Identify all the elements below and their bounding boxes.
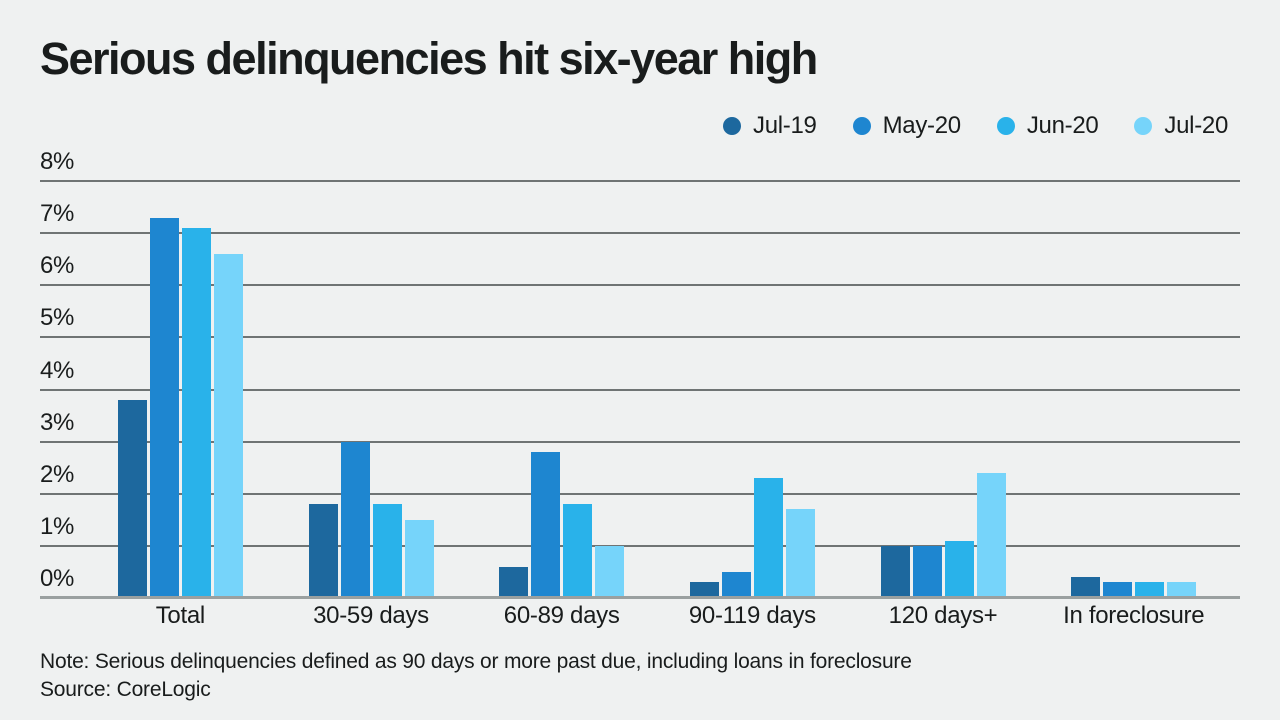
x-axis-line [40, 596, 1240, 599]
gridline-7pct [40, 232, 1240, 235]
legend-dot-icon [852, 117, 871, 135]
category-label-4: 120 days+ [888, 602, 998, 629]
bar-group-4 [848, 181, 1039, 598]
y-tick-label-5pct: 5% [40, 304, 75, 332]
legend-label: May-20 [882, 112, 962, 139]
source-text: Source: CoreLogic [40, 678, 211, 701]
bar-Jun-20-30-59-days [372, 504, 402, 598]
gridline-1pct [40, 544, 1240, 547]
bar-May-20-120-days+ [912, 545, 942, 598]
gridline-6pct [40, 284, 1240, 287]
bar-group-2 [466, 181, 657, 598]
legend-label: Jul-20 [1164, 112, 1228, 139]
legend-label: Jun-20 [1026, 112, 1099, 139]
bar-Jul-19-30-59-days [308, 504, 338, 598]
bar-group-5 [1038, 181, 1229, 598]
y-tick-label-3pct: 3% [40, 408, 75, 436]
bar-Jul-19-120-days+ [880, 545, 910, 598]
bar-Jul-20-in-foreclosure [1167, 582, 1197, 598]
y-tick-label-1pct: 1% [40, 512, 75, 540]
gridline-2pct [40, 492, 1240, 495]
bar-May-20-60-89-days [531, 452, 561, 598]
category-label-2: 60-89 days [503, 602, 620, 629]
legend-label: Jul-19 [753, 112, 817, 139]
gridline-3pct [40, 440, 1240, 443]
bar-Jul-19-total [117, 399, 147, 598]
bar-Jul-20-30-59-days [404, 519, 434, 598]
bar-Jul-20-90-119-days [785, 509, 815, 598]
bar-groups [85, 181, 1229, 598]
legend-dot-icon [1134, 117, 1153, 135]
y-tick-label-4pct: 4% [40, 356, 75, 384]
bar-Jun-20-120-days+ [944, 540, 974, 598]
y-tick-label-0pct: 0% [40, 565, 75, 592]
legend: Jul-19 May-20 Jun-20 Jul-20 [723, 110, 1228, 142]
y-tick-label-6pct: 6% [40, 252, 75, 280]
category-label-1: 30-59 days [313, 602, 429, 629]
legend-item-Jul-19: Jul-19 [723, 112, 817, 140]
bar-Jun-20-90-119-days [753, 478, 783, 598]
bar-group-1 [276, 181, 467, 598]
bar-May-20-in-foreclosure [1103, 582, 1133, 598]
bar-May-20-total [149, 217, 179, 598]
y-tick-label-8pct: 8% [40, 148, 75, 175]
legend-dot-icon [723, 117, 742, 135]
bar-May-20-30-59-days [340, 441, 370, 598]
category-label-5: In foreclosure [1063, 602, 1205, 629]
footnote: Note: Serious delinquencies defined as 9… [40, 648, 912, 704]
legend-item-Jun-20: Jun-20 [996, 112, 1099, 140]
bar-Jun-20-in-foreclosure [1135, 582, 1165, 598]
bar-Jul-19-in-foreclosure [1071, 577, 1101, 598]
bar-Jul-20-total [213, 253, 243, 598]
gridline-8pct [40, 180, 1240, 182]
bar-Jul-19-60-89-days [499, 566, 529, 598]
y-tick-label-7pct: 7% [40, 200, 75, 228]
plot-area: 0% 1% 2% 3% 4% 5% 6% 7% 8% [40, 148, 1240, 599]
bar-Jun-20-total [181, 227, 211, 598]
legend-dot-icon [996, 117, 1015, 135]
bar-group-3 [657, 181, 848, 598]
note-text: Note: Serious delinquencies defined as 9… [40, 650, 912, 673]
bar-Jul-20-60-89-days [595, 545, 625, 598]
bar-May-20-90-119-days [721, 571, 751, 598]
legend-item-Jul-20: Jul-20 [1134, 112, 1228, 140]
gridline-4pct [40, 388, 1240, 391]
bar-Jul-20-120-days+ [976, 472, 1006, 598]
legend-item-May-20: May-20 [852, 112, 962, 140]
bar-Jul-19-90-119-days [689, 582, 719, 598]
y-tick-label-2pct: 2% [40, 460, 75, 488]
category-label-0: Total [155, 602, 206, 629]
bar-Jun-20-60-89-days [563, 504, 593, 598]
category-label-3: 90-119 days [688, 602, 816, 629]
chart-title: Serious delinquencies hit six-year high [40, 33, 818, 84]
bar-group-0 [85, 181, 276, 598]
gridline-5pct [40, 336, 1240, 339]
x-axis-category-labels: Total 30-59 days 60-89 days 90-119 days 120 … [85, 602, 1229, 630]
